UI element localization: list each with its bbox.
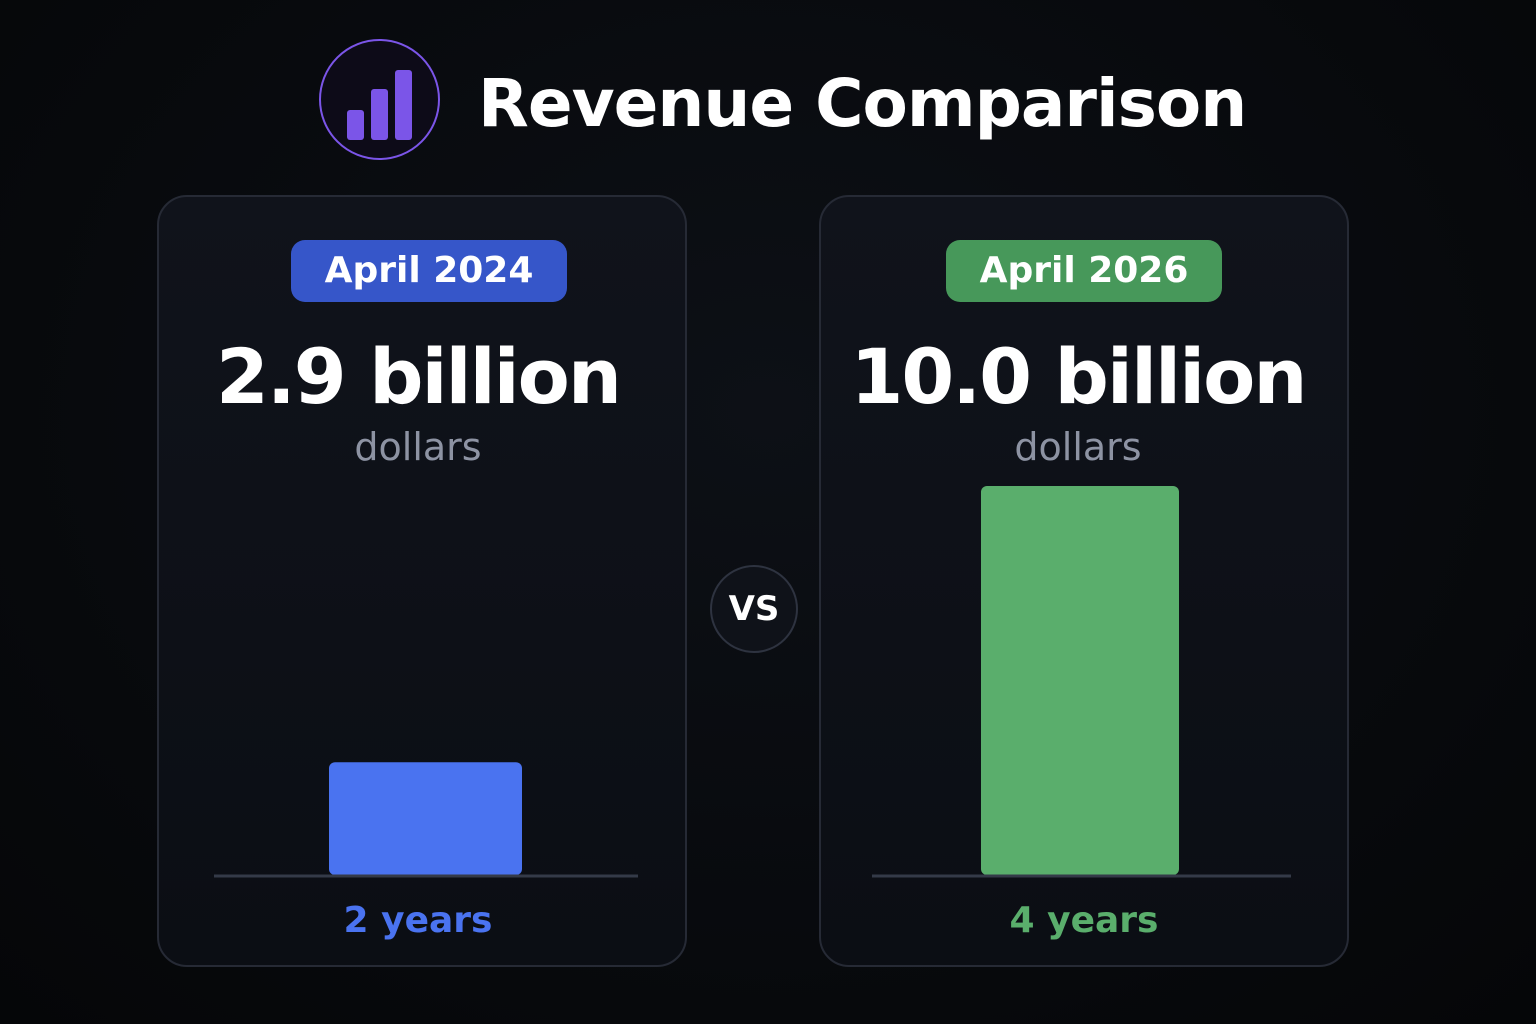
date-badge: April 2024 <box>291 240 567 302</box>
bar-chart-icon <box>319 39 440 160</box>
revenue-unit: dollars <box>1014 425 1142 469</box>
logo-bar-medium <box>371 89 388 140</box>
bar-plot-april-2026 <box>872 486 1291 878</box>
revenue-value: 2.9 billion <box>215 332 622 421</box>
vs-badge: VS <box>710 565 798 653</box>
bar-april-2026 <box>981 486 1179 875</box>
revenue-value: 10.0 billion <box>850 332 1308 421</box>
bar-plot-april-2024 <box>214 762 638 878</box>
revenue-unit: dollars <box>354 425 482 469</box>
duration-label: 2 years <box>343 900 493 941</box>
revenue-card-april-2024: April 2024 2.9 billion dollars 2 years <box>157 195 687 967</box>
revenue-card-april-2026: April 2026 10.0 billion dollars 4 years <box>819 195 1349 967</box>
header: Revenue Comparison <box>0 36 1536 170</box>
date-badge: April 2026 <box>946 240 1222 302</box>
logo-bar-short <box>347 110 364 140</box>
logo-bar-tall <box>395 70 412 140</box>
page-title: Revenue Comparison <box>478 65 1247 142</box>
duration-label: 4 years <box>1009 900 1159 941</box>
bar-april-2024 <box>329 762 522 875</box>
